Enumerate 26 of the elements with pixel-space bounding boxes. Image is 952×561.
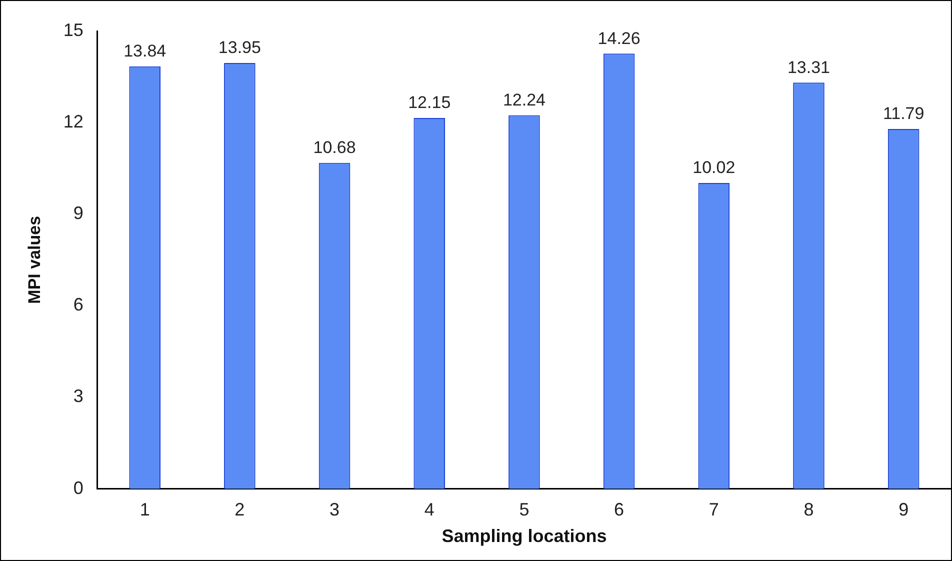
data-label: 13.95 xyxy=(218,38,261,58)
y-tick-label: 3 xyxy=(73,386,84,406)
x-tick-label: 1 xyxy=(140,500,150,520)
x-tick-label: 5 xyxy=(519,500,530,520)
data-label: 11.79 xyxy=(882,104,924,124)
x-tick-label: 7 xyxy=(708,500,719,520)
y-tick-label: 6 xyxy=(73,294,84,315)
data-label: 12.15 xyxy=(408,93,451,112)
x-tick-label: 2 xyxy=(234,500,245,520)
y-axis-title: MPI values xyxy=(24,216,44,304)
data-label: 14.26 xyxy=(598,28,640,48)
x-tick-label: 9 xyxy=(898,500,909,520)
x-axis-title: Sampling locations xyxy=(442,526,607,546)
y-tick-label: 15 xyxy=(63,20,84,40)
x-tick-label: 6 xyxy=(614,500,624,520)
data-label: 12.24 xyxy=(502,90,546,110)
y-tick-label: 12 xyxy=(63,112,84,132)
x-tick-label: 3 xyxy=(330,500,340,520)
data-label: 13.84 xyxy=(124,42,166,61)
data-label: 10.02 xyxy=(692,158,736,178)
x-tick-label: 4 xyxy=(424,500,434,520)
data-label: 10.68 xyxy=(313,138,356,158)
x-tick-label: 8 xyxy=(804,500,814,520)
data-label: 13.31 xyxy=(787,58,830,77)
y-tick-label: 0 xyxy=(73,478,84,498)
y-tick-label: 9 xyxy=(73,203,84,224)
